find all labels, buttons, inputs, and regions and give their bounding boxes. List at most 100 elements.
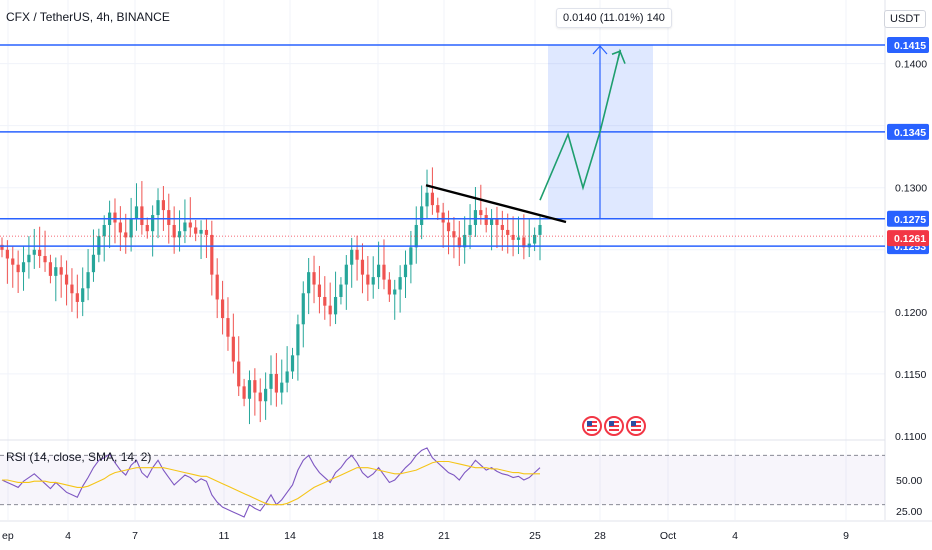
candle-body	[441, 212, 445, 223]
last-price-tag	[887, 230, 929, 247]
candle-body	[70, 284, 74, 294]
candle-body	[102, 224, 106, 237]
candle-body	[500, 224, 504, 230]
candle-body	[183, 222, 187, 232]
trend-line	[425, 184, 567, 224]
rsi-legend[interactable]: RSI (14, close, SMA, 14, 2)	[6, 450, 152, 464]
candle-body	[307, 272, 311, 294]
candle-body	[242, 386, 246, 399]
candle-body	[253, 380, 257, 393]
drawings[interactable]	[425, 48, 626, 224]
candle-body	[457, 237, 461, 248]
candle-body	[59, 267, 63, 275]
candle-body	[21, 262, 26, 273]
candle-body	[538, 224, 542, 235]
currency-badge[interactable]: USDT	[884, 10, 926, 28]
candle-body	[177, 231, 182, 238]
candle-body	[11, 258, 15, 265]
candle-body	[54, 267, 58, 276]
candle-body	[344, 264, 348, 285]
candle-body	[134, 206, 139, 219]
candle-body	[409, 247, 413, 265]
candle-body	[333, 296, 338, 315]
candle-body	[522, 237, 526, 248]
candle-body	[506, 229, 510, 235]
level-tag-label: 0.1275	[894, 214, 926, 226]
candle-body	[16, 264, 20, 273]
measure-label: 0.0140 (11.01%) 140	[556, 8, 672, 28]
candle-body	[393, 289, 397, 295]
candle-body	[43, 256, 47, 263]
candle-body	[231, 336, 235, 362]
event-flags[interactable]	[582, 416, 646, 436]
candle-body	[151, 215, 155, 232]
candle-body	[285, 371, 289, 383]
flag-canton	[631, 421, 636, 426]
time-axis[interactable]: ep 4 7 11 14 18 21 25 28 Oct 4 9	[0, 520, 932, 542]
candle-body	[414, 224, 418, 248]
candle-body	[382, 264, 386, 280]
rsi-pane	[0, 439, 885, 518]
candle-body	[32, 249, 36, 255]
candle-body	[387, 279, 391, 295]
candle-body	[145, 224, 149, 232]
candle-body	[511, 234, 515, 240]
price-tick-label: 0.1400	[895, 59, 927, 71]
candle-body	[301, 293, 305, 325]
candle-body	[194, 227, 198, 234]
rsi-band	[0, 455, 885, 505]
time-tick-label: 11	[219, 530, 230, 542]
flag-stripe	[631, 427, 641, 429]
projection-path-head	[611, 49, 622, 60]
candle-body	[495, 218, 499, 225]
level-tag	[887, 123, 929, 140]
candle-body	[140, 206, 144, 225]
candle-body	[339, 284, 343, 297]
candle-body	[274, 373, 278, 393]
flag-canton	[609, 421, 614, 426]
candle-body	[398, 277, 402, 290]
candle-body	[360, 259, 365, 275]
candle-body	[91, 254, 96, 273]
candle-body	[425, 192, 429, 207]
candle-body	[452, 231, 456, 238]
horizontal-levels[interactable]	[0, 44, 885, 247]
candle-body	[48, 262, 53, 276]
price-axis[interactable]: 0.1150 0.1200 0.1300 0.1400 0.1100 0.1415 0.13…	[887, 37, 929, 518]
time-tick-label: 18	[372, 530, 384, 542]
candle-body	[516, 237, 521, 240]
flag-stripe	[587, 427, 597, 429]
candle-body	[269, 373, 273, 389]
price-tick-label: 0.1150	[895, 369, 926, 381]
candle-body	[113, 212, 117, 223]
candle-body	[473, 210, 478, 225]
rsi-line	[1, 447, 541, 518]
candle-body	[280, 382, 284, 393]
last-price-tag-label: 0.1261	[894, 233, 926, 245]
candle-body	[124, 232, 128, 238]
time-tick-label: 21	[438, 530, 450, 542]
candle-body	[377, 264, 381, 278]
candle-body	[355, 249, 359, 260]
candle-body	[0, 244, 4, 250]
price-tick-label: 0.1200	[895, 307, 927, 319]
candle-body	[468, 224, 472, 235]
symbol-title[interactable]: CFX / TetherUS, 4h, BINANCE	[6, 10, 170, 24]
candle-body	[86, 272, 90, 289]
projection-arrow-head	[592, 45, 608, 55]
candle-body	[247, 380, 252, 399]
price-grid	[0, 0, 886, 520]
candle-body	[161, 200, 165, 211]
candle-body	[312, 272, 316, 285]
us-flag-icon	[626, 416, 646, 436]
rsi-tick-label: 25.00	[896, 506, 922, 518]
candle-body	[290, 355, 295, 372]
candle-body	[237, 361, 241, 387]
projection-path	[539, 48, 626, 201]
time-tick-label: 4	[65, 530, 71, 542]
candle-body	[64, 274, 69, 285]
level-tag	[887, 37, 929, 53]
candle-body	[403, 264, 408, 278]
candle-body	[81, 288, 85, 302]
